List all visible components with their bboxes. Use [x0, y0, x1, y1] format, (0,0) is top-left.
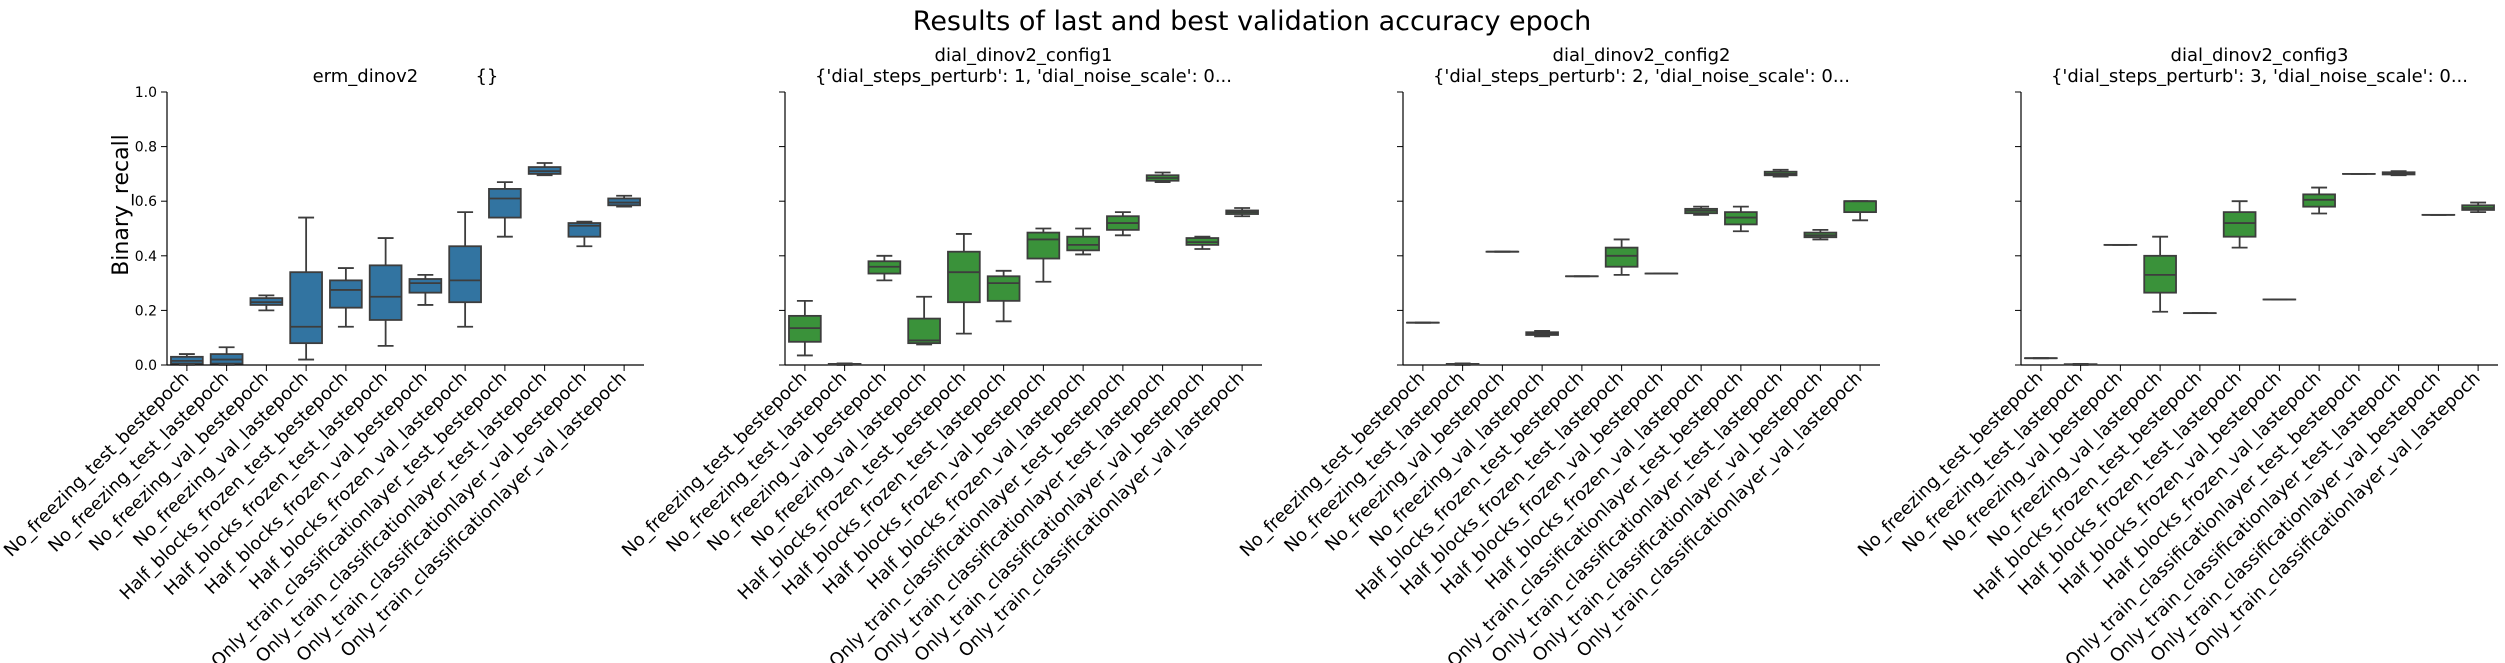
- box-3: [867, 254, 902, 282]
- y-tick-label: 0.0: [135, 358, 157, 374]
- box-9: [1724, 205, 1758, 233]
- box-12: [1843, 200, 1877, 222]
- box-12: [1225, 207, 1259, 218]
- box-iqr: [1026, 231, 1061, 260]
- box-2: [209, 346, 244, 366]
- box-12: [2461, 201, 2495, 214]
- subplot-title-line1: dial_dinov2_config3: [2171, 45, 2349, 66]
- y-tick-label: 0.6: [135, 194, 157, 210]
- y-tick-label: 0.4: [135, 249, 157, 265]
- box-8: [1066, 227, 1100, 256]
- box-6: [986, 269, 1021, 323]
- box-12: [607, 194, 641, 208]
- box-iqr: [289, 271, 323, 345]
- subplot-1: erm_dinov2 {}0.00.20.40.60.81.0No_freezi…: [0, 66, 644, 663]
- box-11: [1803, 228, 1838, 241]
- box-5: [329, 267, 363, 328]
- box-11: [1185, 235, 1220, 250]
- box-1: [170, 353, 204, 366]
- box-iqr: [986, 275, 1021, 302]
- box-2: [1445, 362, 1480, 366]
- box-iqr: [1604, 246, 1639, 268]
- y-tick-label: 0.2: [135, 303, 157, 319]
- box-iqr: [488, 188, 522, 219]
- box-iqr: [2222, 211, 2257, 238]
- box-8: [1684, 205, 1718, 216]
- subplot-title-line1: dial_dinov2_config2: [1553, 45, 1731, 66]
- subplot-title-line1: dial_dinov2_config1: [935, 45, 1113, 66]
- box-10: [1145, 171, 1180, 183]
- box-10: [527, 162, 562, 177]
- box-10: [1763, 168, 1798, 178]
- box-8: [2302, 186, 2336, 215]
- box-9: [1106, 211, 1140, 237]
- box-6: [2222, 200, 2257, 249]
- subplot-3: dial_dinov2_config2{'dial_steps_perturb'…: [1236, 45, 1880, 663]
- box-iqr: [368, 264, 403, 321]
- box-2: [827, 362, 862, 366]
- box-4: [1525, 329, 1559, 338]
- box-iqr: [448, 245, 482, 304]
- box-iqr: [907, 317, 941, 345]
- y-axis-label: Binary_recall: [109, 134, 134, 276]
- box-11: [567, 220, 602, 248]
- box-iqr: [1066, 235, 1100, 252]
- box-9: [488, 181, 522, 238]
- subplots: erm_dinov2 {}0.00.20.40.60.81.0No_freezi…: [0, 45, 2498, 663]
- box-iqr: [947, 250, 981, 304]
- box-4: [289, 216, 323, 361]
- box-7: [408, 274, 443, 306]
- figure-title: Results of last and best validation accu…: [913, 6, 1591, 37]
- box-7: [1026, 227, 1061, 283]
- y-tick-label: 1.0: [135, 85, 157, 101]
- subplot-title-line2: {'dial_steps_perturb': 1, 'dial_noise_sc…: [815, 66, 1232, 87]
- box-iqr: [408, 278, 443, 294]
- box-5: [947, 233, 981, 335]
- subplot-title: erm_dinov2 {}: [313, 66, 499, 87]
- box-2: [2063, 363, 2098, 366]
- box-iqr: [329, 279, 363, 309]
- box-6: [1604, 238, 1639, 276]
- box-3: [249, 294, 284, 312]
- subplot-title-line2: {'dial_steps_perturb': 3, 'dial_noise_sc…: [2051, 66, 2468, 87]
- box-iqr: [1843, 200, 1877, 214]
- subplot-2: dial_dinov2_config1{'dial_steps_perturb'…: [618, 45, 1262, 663]
- box-6: [368, 237, 403, 347]
- subplot-4: dial_dinov2_config3{'dial_steps_perturb'…: [1854, 45, 2498, 663]
- subplot-title-line2: {'dial_steps_perturb': 2, 'dial_noise_sc…: [1433, 66, 1850, 87]
- y-tick-label: 0.8: [135, 140, 157, 156]
- box-4: [2143, 235, 2177, 313]
- box-8: [448, 211, 482, 328]
- box-4: [907, 295, 941, 346]
- box-10: [2381, 170, 2416, 177]
- box-1: [788, 299, 822, 357]
